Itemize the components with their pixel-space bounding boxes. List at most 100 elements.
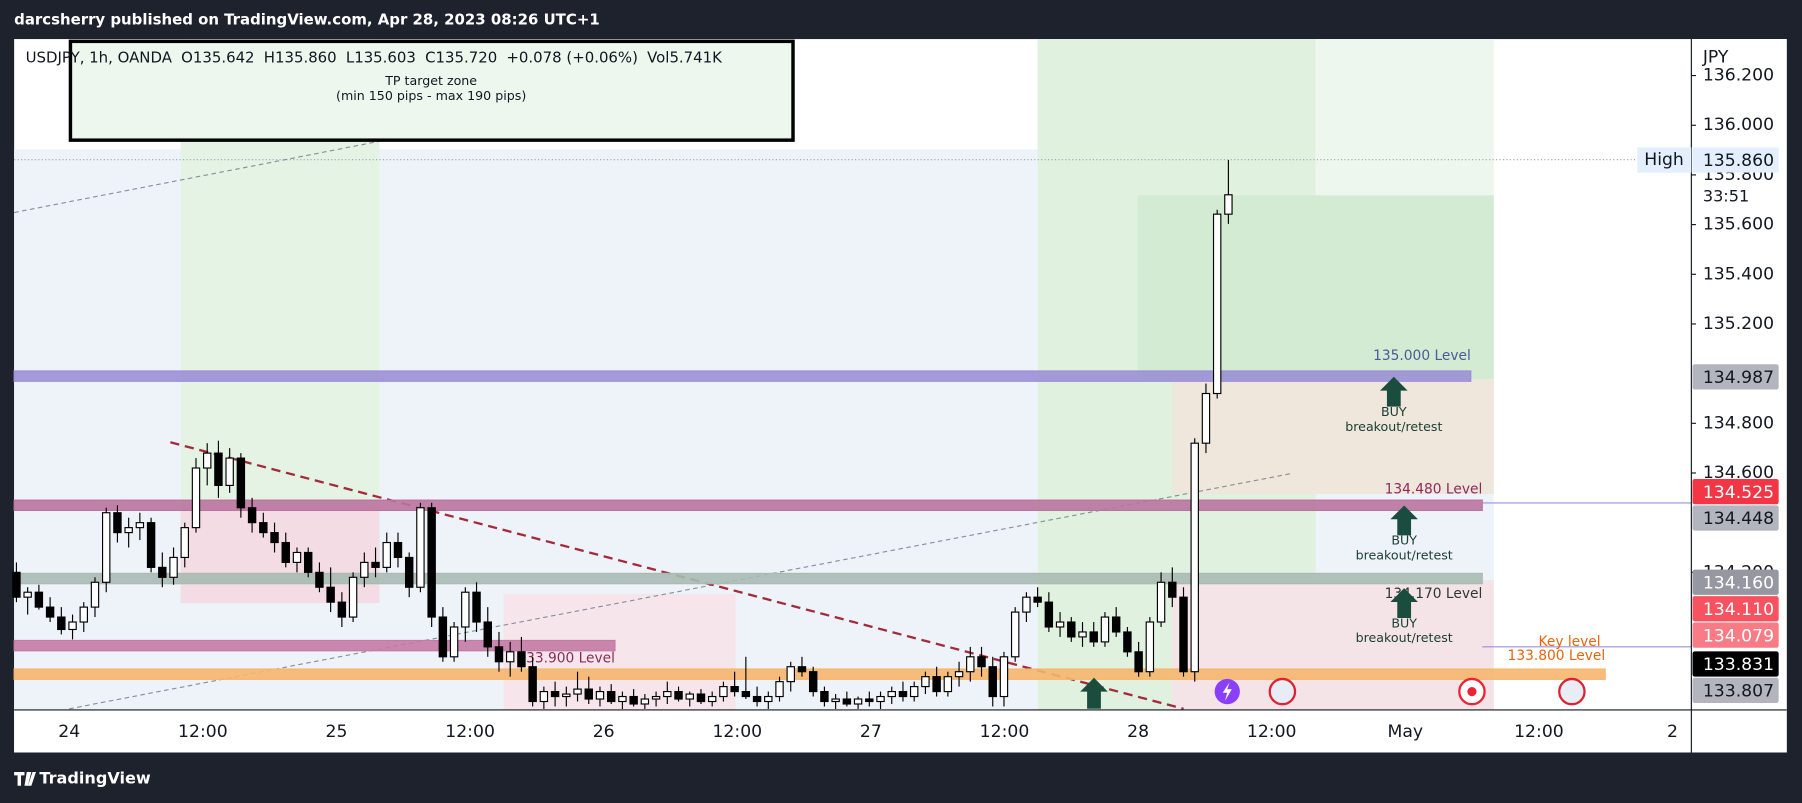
candle-body bbox=[831, 698, 840, 703]
legend-symbol: USDJPY, 1h, OANDA bbox=[26, 49, 173, 67]
candle-body bbox=[371, 561, 380, 568]
candle-body bbox=[416, 507, 425, 588]
candle-body bbox=[1078, 631, 1087, 638]
candle-body bbox=[404, 556, 414, 588]
candle-body bbox=[505, 651, 515, 663]
candle-body bbox=[337, 601, 347, 618]
candle-body bbox=[865, 698, 874, 703]
candle-body bbox=[696, 693, 706, 703]
tp-zone-box bbox=[68, 39, 795, 142]
x-tick-label: 12:00 bbox=[712, 722, 762, 742]
price-badge bbox=[1692, 569, 1779, 595]
tp-zone-range: (min 150 pips - max 190 pips) bbox=[336, 88, 526, 103]
candle-body bbox=[1134, 651, 1143, 673]
x-tick-label: 2 bbox=[1667, 722, 1678, 742]
price-badge bbox=[1692, 478, 1779, 505]
zone bbox=[503, 593, 736, 710]
candle-body bbox=[270, 532, 279, 544]
trend-line bbox=[69, 472, 1293, 710]
legend-ohlc: H135.860 bbox=[264, 49, 337, 67]
arrow-icon bbox=[1390, 505, 1418, 536]
level-band bbox=[13, 639, 616, 652]
high-badge bbox=[1637, 147, 1692, 173]
y-tick-label: 134.800 bbox=[1703, 413, 1774, 433]
candle-body bbox=[1044, 601, 1054, 628]
candle-body bbox=[887, 690, 896, 698]
event-icon bbox=[1222, 682, 1232, 701]
candle-body bbox=[360, 561, 369, 578]
candle-body bbox=[853, 698, 863, 705]
candle-body bbox=[449, 626, 459, 658]
legend-ohlc: L135.603 bbox=[346, 49, 416, 67]
level-label: 134.480 Level bbox=[1385, 481, 1483, 497]
candle-body bbox=[663, 690, 672, 698]
high-label: High bbox=[1644, 150, 1684, 170]
buy-label: BUY bbox=[1381, 404, 1407, 419]
price-badge bbox=[1692, 622, 1779, 648]
candle-body bbox=[146, 522, 156, 568]
logo bbox=[14, 771, 36, 786]
level-band bbox=[13, 370, 1472, 382]
candle-body bbox=[797, 666, 807, 673]
candle-body bbox=[180, 527, 189, 559]
candle-body bbox=[101, 512, 111, 583]
buy-label: breakout/retest bbox=[1356, 630, 1453, 645]
candle-body bbox=[786, 666, 795, 683]
x-tick-label: May bbox=[1388, 722, 1424, 742]
candle-body bbox=[898, 690, 908, 698]
candle-body bbox=[1123, 631, 1132, 653]
x-tick-label: 28 bbox=[1127, 722, 1149, 742]
y-axis: 136.200136.000135.800135.600135.400135.2… bbox=[1637, 66, 1779, 704]
candle-body bbox=[988, 666, 997, 698]
candle-body bbox=[259, 522, 268, 534]
x-axis: 24 12:00 25 12:00 26 12:00 27 12:00 28 12:00 May 12… bbox=[58, 722, 1678, 742]
candle-body bbox=[1156, 581, 1166, 623]
candle-body bbox=[236, 457, 246, 509]
currency: JPY bbox=[1702, 47, 1729, 67]
buy-label: BUY bbox=[1391, 615, 1417, 630]
candle-body bbox=[719, 686, 728, 698]
candle-body bbox=[427, 507, 436, 618]
candle-body bbox=[483, 621, 492, 648]
price-badge-label: 134.525 bbox=[1703, 483, 1774, 503]
y-tick-label: 135.600 bbox=[1703, 215, 1774, 235]
candle-body bbox=[999, 656, 1009, 698]
candle-body bbox=[651, 695, 661, 700]
x-tick-label: 12:00 bbox=[1514, 722, 1564, 742]
arrow-icon bbox=[1080, 677, 1108, 709]
candle-body bbox=[954, 671, 964, 678]
countdown: 33:51 bbox=[1703, 186, 1749, 205]
candle-body bbox=[225, 457, 234, 486]
candle-body bbox=[943, 676, 953, 693]
candle-body bbox=[562, 693, 571, 698]
legend-change: +0.078 (+0.06%) bbox=[506, 49, 638, 67]
footer: TradingView bbox=[39, 768, 151, 787]
candle-body bbox=[169, 556, 178, 578]
candle-body bbox=[820, 690, 829, 703]
candle-body bbox=[1111, 616, 1121, 633]
x-tick-label: 12:00 bbox=[1247, 722, 1297, 742]
buy-label: breakout/retest bbox=[1356, 548, 1453, 563]
candle-body bbox=[214, 452, 223, 486]
candle-body bbox=[326, 586, 335, 603]
price-badge-label: 134.079 bbox=[1703, 626, 1774, 646]
price-badge bbox=[1692, 596, 1779, 622]
level-band bbox=[13, 572, 1483, 585]
zone bbox=[1137, 195, 1494, 380]
event-icon bbox=[1467, 686, 1477, 697]
candle-body bbox=[842, 698, 852, 705]
candle-body bbox=[292, 551, 302, 563]
price-badge-label: 135.860 bbox=[1703, 151, 1774, 171]
price-badge bbox=[1692, 364, 1779, 390]
buy-signals: BUYbreakout/retestBUYbreakout/retestBUYb… bbox=[1345, 376, 1453, 645]
candle-body bbox=[1190, 442, 1199, 673]
candle-body bbox=[550, 690, 560, 698]
candle-body bbox=[45, 606, 55, 618]
candle-body bbox=[977, 656, 986, 668]
price-badge-label: 133.807 bbox=[1703, 682, 1774, 702]
candle-body bbox=[247, 507, 257, 524]
candle-body bbox=[775, 681, 784, 698]
candle-body bbox=[281, 541, 290, 563]
candle-body bbox=[730, 686, 739, 693]
price-badge-label: 134.448 bbox=[1703, 509, 1774, 529]
